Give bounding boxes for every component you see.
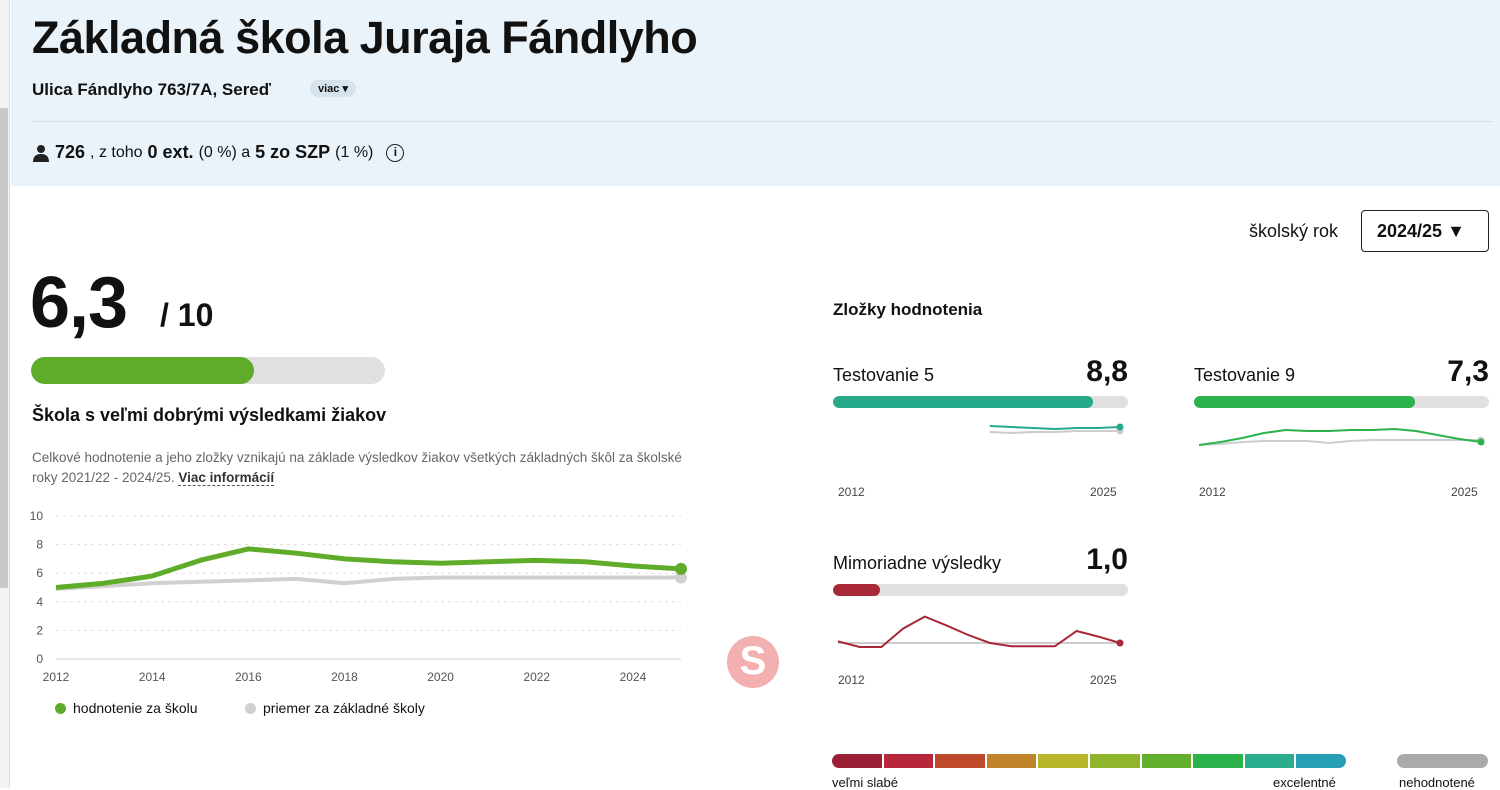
y-tick-label: 2	[36, 623, 43, 637]
color-scale	[832, 754, 1346, 768]
scrollbar-thumb[interactable]	[0, 108, 8, 588]
verdict: Škola s veľmi dobrými výsledkami žiakov	[32, 405, 387, 425]
component-bar	[833, 396, 1128, 408]
scale-swatch	[1296, 754, 1346, 768]
x-tick-label: 2016	[235, 670, 262, 684]
series-end-point	[675, 571, 687, 584]
scale-none-label: nehodnotené	[1399, 775, 1475, 790]
sparkline-avg	[1198, 439, 1481, 446]
x-tick-label: 2022	[523, 670, 550, 684]
sparkline	[989, 423, 1124, 435]
component-value: 8,8	[1086, 355, 1128, 388]
component-name: Mimoriadne výsledky	[833, 553, 1002, 573]
scale-swatch	[986, 754, 1037, 768]
unrated-swatch	[1397, 754, 1488, 768]
y-tick-label: 4	[36, 595, 43, 609]
scale-high-label: excelentné	[1273, 775, 1336, 790]
sparkline-end-point	[1116, 639, 1124, 647]
student-count: 726	[55, 142, 86, 162]
info-icon[interactable]: i	[386, 143, 405, 162]
scrollbar[interactable]	[0, 0, 10, 788]
x-tick-label: 2012	[43, 670, 70, 684]
more-button[interactable]: viac ▾	[310, 80, 356, 97]
sparkline	[1198, 427, 1485, 446]
series-end-point	[675, 562, 687, 575]
x-tick-label: 2018	[331, 670, 358, 684]
legend-average: priemer za základné školy	[245, 700, 425, 716]
y-tick-label: 8	[36, 538, 43, 552]
series-line	[55, 575, 681, 591]
sparkline	[837, 615, 1124, 648]
sparkline-school	[837, 615, 1121, 648]
logo-icon: S	[727, 636, 779, 688]
overall-score: 6,3	[30, 263, 128, 343]
components-title: Zložky hodnotenia	[833, 300, 983, 319]
legend-school: hodnotenie za školu	[55, 700, 198, 716]
legend-label: priemer za základné školy	[263, 700, 425, 716]
scale-swatch	[935, 754, 985, 768]
sparkline-avg	[989, 430, 1120, 435]
x-tick-label: 2020	[427, 670, 454, 684]
component-bar	[1194, 396, 1489, 408]
spark-end-year: 2025	[1090, 673, 1117, 687]
scale-swatch	[1141, 754, 1192, 768]
component-value: 7,3	[1447, 355, 1489, 388]
description-text: Celkové hodnotenie a jeho zložky vznikaj…	[32, 450, 682, 485]
sparkline-end-point	[1477, 438, 1485, 446]
spark-end-year: 2025	[1090, 485, 1117, 499]
scale-low-label: veľmi slabé	[832, 775, 898, 790]
divider	[32, 121, 1492, 122]
sparkline-school	[1198, 427, 1482, 446]
person-icon	[33, 144, 49, 162]
spark-start-year: 2012	[838, 485, 865, 499]
sparkline-school	[989, 425, 1121, 431]
szp-count: 5 zo SZP	[255, 142, 331, 162]
scale-swatch	[1193, 754, 1243, 768]
description: Celkové hodnotenie a jeho zložky vznikaj…	[32, 448, 702, 488]
spark-start-year: 2012	[838, 673, 865, 687]
more-info-link[interactable]: Viac informácií	[178, 470, 275, 486]
year-label: školský rok	[1249, 221, 1339, 241]
y-tick-label: 6	[36, 566, 43, 580]
y-tick-label: 10	[30, 509, 44, 523]
component-name: Testovanie 5	[833, 365, 935, 385]
scale-swatch	[883, 754, 934, 768]
legend-dot	[55, 702, 66, 714]
component-bar	[833, 584, 1128, 596]
rating-chart: 0 2 4 6 8 10 2012 2014 2016 2018 2020 2022 2024	[30, 509, 687, 684]
scale-swatch	[1038, 754, 1088, 768]
school-header	[11, 0, 1500, 186]
score-bar	[31, 357, 385, 384]
year-select[interactable]: 2024/25 ▼	[1361, 210, 1489, 252]
scale-swatch	[832, 754, 882, 768]
stats-text: (1 %)	[335, 143, 374, 161]
ext-count: 0 ext.	[147, 142, 194, 162]
y-tick-label: 0	[36, 652, 43, 666]
component-name: Testovanie 9	[1194, 365, 1296, 385]
stats-text: (0 %) a	[198, 143, 251, 161]
scale-swatch	[1244, 754, 1295, 768]
spark-start-year: 2012	[1199, 485, 1226, 499]
school-address: Ulica Fándlyho 763/7A, Sereď	[32, 80, 271, 99]
page-title: Základná škola Juraja Fándlyho	[32, 12, 698, 63]
legend-dot	[245, 702, 256, 714]
sparkline-end-point	[1116, 423, 1124, 431]
scale-swatch	[1089, 754, 1140, 768]
score-max: / 10	[160, 297, 214, 333]
stats-text: , z toho	[90, 143, 143, 161]
component-value: 1,0	[1086, 543, 1128, 576]
x-tick-label: 2024	[620, 670, 647, 684]
student-stats: 726, z toho 0 ext. (0 %) a 5 zo SZP (1 %) …	[32, 142, 405, 163]
series-line	[55, 546, 682, 590]
legend-label: hodnotenie za školu	[73, 700, 198, 716]
spark-end-year: 2025	[1451, 485, 1478, 499]
x-tick-label: 2014	[139, 670, 166, 684]
